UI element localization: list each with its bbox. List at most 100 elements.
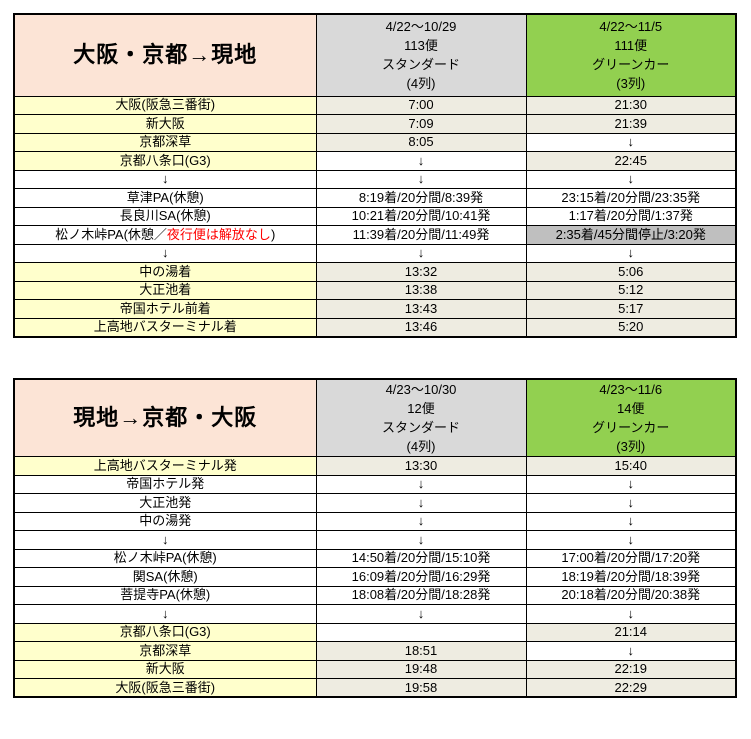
stop-name-text: ↓: [162, 605, 169, 621]
stop-name-cell: 関SA(休憩): [13, 567, 317, 587]
table-row: 京都深草 8:05 ↓: [13, 132, 737, 152]
table-row: 松ノ木峠PA(休憩) 14:50着/20分間/15:10発 17:00着/20分間/…: [13, 548, 737, 568]
green-car-time-cell: ↓: [525, 474, 737, 494]
stop-name-cell: 京都深草: [13, 132, 317, 152]
stop-name-cell: ↓: [13, 530, 317, 550]
green-car-time-cell: ↓: [525, 169, 737, 189]
standard-time-cell: 8:05: [315, 132, 527, 152]
date-range-label: 4/23〜11/6: [599, 382, 663, 397]
stop-name-cell: ↓: [13, 243, 317, 263]
stop-name-cell: 上高地バスターミナル発: [13, 456, 317, 476]
stop-name-text: ↓: [162, 171, 169, 187]
standard-time-cell: ↓: [315, 169, 527, 189]
stop-name-cell: 大正池発: [13, 493, 317, 513]
standard-time-cell: ↓: [315, 604, 527, 624]
table-row: 大正池発 ↓ ↓: [13, 493, 737, 513]
green-car-time-cell: 5:12: [525, 280, 737, 300]
table-row: 草津PA(休憩) 8:19着/20分間/8:39発 23:15着/20分間/23:3…: [13, 188, 737, 208]
table-row: 関SA(休憩) 16:09着/20分間/16:29発 18:19着/20分間/18:…: [13, 567, 737, 587]
stop-name-text: 中の湯着: [139, 263, 192, 279]
stop-name-text: 京都深草: [139, 134, 192, 150]
standard-time-cell: 7:00: [315, 95, 527, 115]
standard-time-cell: 19:48: [315, 659, 527, 679]
service-count-label: 111便: [614, 38, 648, 54]
stop-name-text: ↓: [162, 531, 169, 547]
stop-name-cell: 京都深草: [13, 641, 317, 661]
seat-layout-label: (4列): [406, 76, 436, 92]
stop-name-cell: 新大阪: [13, 114, 317, 134]
seat-layout-label: (4列): [406, 439, 436, 454]
date-range-label: 4/23〜10/30: [385, 382, 457, 397]
seat-layout-label: (3列): [616, 76, 646, 92]
stop-name-text: 京都深草: [139, 642, 192, 658]
green-car-time-cell: 18:19着/20分間/18:39発: [525, 567, 737, 587]
stop-name-cell: 大阪(阪急三番街): [13, 95, 317, 115]
seat-class-label: スタンダード: [381, 57, 460, 73]
stop-name-cell: ↓: [13, 604, 317, 624]
stop-name-text: 草津PA(休憩): [126, 189, 204, 205]
standard-time-cell: 13:38: [315, 280, 527, 300]
table-row: ↓ ↓ ↓: [13, 604, 737, 624]
table-row: 帝国ホテル発 ↓ ↓: [13, 474, 737, 494]
green-car-time-cell: 22:19: [525, 659, 737, 679]
green-car-time-cell: ↓: [525, 604, 737, 624]
table-row: 松ノ木峠PA(休憩／夜行便は解放なし) 11:39着/20分間/11:49発 2:3…: [13, 225, 737, 245]
header-row: 現地→京都・大阪 4/23〜10/30 12便 スタンダード (4列) 4/23…: [13, 378, 737, 457]
stop-name-text: 松ノ木峠PA(休憩／: [55, 226, 167, 242]
green-car-time-cell: 21:30: [525, 95, 737, 115]
stop-name-text: 上高地バスターミナル着: [93, 319, 237, 334]
green-car-column-header: 4/23〜11/6 14便 グリーンカー (3列): [525, 378, 737, 457]
green-car-time-cell: 5:20: [525, 317, 737, 337]
standard-time-cell: 13:30: [315, 456, 527, 476]
standard-time-cell: 16:09着/20分間/16:29発: [315, 567, 527, 587]
standard-time-cell: 13:43: [315, 299, 527, 319]
table-row: 大正池着 13:38 5:12: [13, 280, 737, 300]
table-title-outbound: 大阪・京都→現地: [13, 13, 317, 97]
standard-time-cell: 13:32: [315, 262, 527, 282]
green-car-time-cell: ↓: [525, 530, 737, 550]
stop-name-text: 上高地バスターミナル発: [93, 457, 237, 473]
table-row: 上高地バスターミナル発 13:30 15:40: [13, 456, 737, 476]
timetable-outbound: 大阪・京都→現地 4/22〜10/29 113便 スタンダード (4列) 4/2…: [13, 13, 737, 338]
table-row: 中の湯着 13:32 5:06: [13, 262, 737, 282]
table-row: 大阪(阪急三番街) 7:00 21:30: [13, 95, 737, 115]
stop-name-text: 新大阪: [145, 115, 185, 131]
table-row: 菩提寺PA(休憩) 18:08着/20分間/18:28発 20:18着/20分間/2…: [13, 585, 737, 605]
green-car-time-cell: 22:45: [525, 151, 737, 171]
green-car-time-cell: ↓: [525, 132, 737, 152]
header-row: 大阪・京都→現地 4/22〜10/29 113便 スタンダード (4列) 4/2…: [13, 13, 737, 97]
green-car-column-header: 4/22〜11/5 111便 グリーンカー (3列): [525, 13, 737, 97]
standard-time-cell: 18:51: [315, 641, 527, 661]
standard-time-cell: 13:46: [315, 317, 527, 337]
stop-name-text: 京都八条口(G3): [119, 152, 211, 168]
stop-name-cell: ↓: [13, 169, 317, 189]
stop-name-text: 京都八条口(G3): [119, 624, 211, 640]
green-car-time-cell: 20:18着/20分間/20:38発: [525, 585, 737, 605]
green-car-time-cell: 1:17着/20分間/1:37発: [525, 206, 737, 226]
green-car-time-cell: ↓: [525, 493, 737, 513]
table-row: ↓ ↓ ↓: [13, 530, 737, 550]
timetable-rows: 大阪(阪急三番街) 7:00 21:30 新大阪 7:09 21:39 京都深草 8:05 ↓ 京…: [13, 95, 737, 337]
green-car-time-cell: 17:00着/20分間/17:20発: [525, 548, 737, 568]
stop-name-text: ): [270, 226, 276, 242]
stop-name-cell: 大正池着: [13, 280, 317, 300]
table-row: 帝国ホテル前着 13:43 5:17: [13, 299, 737, 319]
stop-name-cell: 大阪(阪急三番街): [13, 678, 317, 698]
stop-name-text: 菩提寺PA(休憩): [120, 587, 211, 603]
service-count-label: 12便: [407, 401, 435, 416]
stop-name-cell: 帝国ホテル発: [13, 474, 317, 494]
green-car-time-cell: ↓: [525, 641, 737, 661]
stop-name-cell: 長良川SA(休憩): [13, 206, 317, 226]
standard-time-cell: ↓: [315, 151, 527, 171]
stop-name-text: 大正池発: [139, 494, 192, 510]
standard-time-cell: 7:09: [315, 114, 527, 134]
standard-time-cell: ↓: [315, 511, 527, 531]
table-row: 新大阪 19:48 22:19: [13, 659, 737, 679]
standard-time-cell: ↓: [315, 530, 527, 550]
table-row: 大阪(阪急三番街) 19:58 22:29: [13, 678, 737, 698]
service-count-label: 14便: [617, 401, 645, 416]
standard-time-cell: 11:39着/20分間/11:49発: [315, 225, 527, 245]
seat-layout-label: (3列): [616, 439, 646, 454]
timetable-rows: 上高地バスターミナル発 13:30 15:40 帝国ホテル発 ↓ ↓ 大正池発 ↓ ↓ 中の湯発 ↓…: [13, 456, 737, 698]
date-range-label: 4/22〜10/29: [385, 19, 457, 35]
